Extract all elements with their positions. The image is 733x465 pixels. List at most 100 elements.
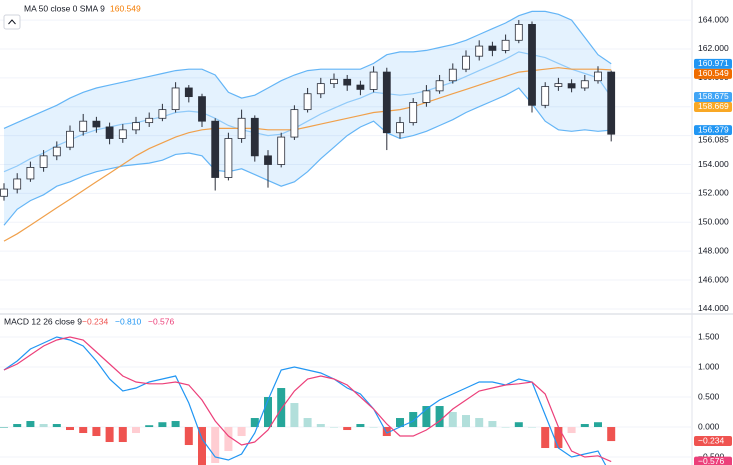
candle-body xyxy=(250,117,259,157)
candle-body xyxy=(52,146,61,157)
histogram-bar xyxy=(158,422,167,428)
candle-body xyxy=(0,188,8,197)
price-badge-label: 158.669 xyxy=(698,101,729,111)
candle-body xyxy=(554,83,563,87)
histogram-bar xyxy=(343,427,352,431)
y-tick-label: 1.500 xyxy=(698,331,720,341)
histogram-bar xyxy=(356,424,365,428)
histogram-bar xyxy=(528,427,536,428)
histogram-bar xyxy=(409,412,418,428)
histogram-bar xyxy=(145,425,154,428)
candle-body xyxy=(198,96,206,122)
price-badge xyxy=(694,91,732,102)
y-tick-label: 144.000 xyxy=(698,303,729,313)
candle-body xyxy=(237,117,246,139)
candle-body xyxy=(184,87,193,98)
price-badge-label: 158.675 xyxy=(698,91,729,101)
price-badge-label: 160.971 xyxy=(698,58,729,68)
histogram-bar xyxy=(277,388,286,428)
histogram-bar xyxy=(567,427,576,434)
candle-body xyxy=(594,71,602,82)
price-badge xyxy=(694,456,732,465)
legend-value: −0.234 xyxy=(82,316,109,326)
candle-body xyxy=(171,87,180,111)
candle-body xyxy=(396,122,404,134)
price-badge-label: 156.379 xyxy=(698,124,729,134)
histogram-bar xyxy=(422,406,431,428)
histogram-bar xyxy=(66,427,74,431)
candle-body xyxy=(145,117,154,124)
histogram-bar xyxy=(171,421,180,428)
price-badge xyxy=(694,68,732,79)
histogram-bar xyxy=(290,403,299,428)
candle-body xyxy=(356,84,365,90)
candle-body xyxy=(488,45,497,51)
histogram-bar xyxy=(554,427,563,449)
candle-body xyxy=(541,86,550,106)
candle-body xyxy=(448,68,457,82)
candle-body xyxy=(580,80,589,89)
indicator-line xyxy=(3,87,612,226)
candle-body xyxy=(224,138,233,178)
candle-body xyxy=(567,83,576,89)
histogram-bar xyxy=(501,427,510,428)
collapse-icon xyxy=(8,19,16,25)
price-badge-label: −0.234 xyxy=(698,435,725,445)
legend-title: MACD 12 26 close 9 xyxy=(4,316,82,326)
histogram-bar xyxy=(92,427,101,437)
price-badge-label: 156.085 xyxy=(698,134,729,144)
candle-body xyxy=(528,24,536,106)
candle-body xyxy=(277,136,286,165)
y-tick-label: 0.500 xyxy=(698,391,720,401)
histogram-bar xyxy=(435,406,444,428)
histogram-bar xyxy=(184,427,193,446)
price-badge xyxy=(694,101,732,112)
histogram-bar xyxy=(198,427,206,465)
y-tick-label: 1.000 xyxy=(698,361,720,371)
indicator-line xyxy=(3,336,612,463)
y-tick-label: 146.000 xyxy=(698,274,729,284)
histogram-bar xyxy=(396,418,404,428)
price-badge xyxy=(694,135,732,146)
candle-body xyxy=(132,122,140,131)
histogram-bar xyxy=(237,427,246,437)
histogram-bar xyxy=(79,427,88,434)
legend-value: 160.549 xyxy=(110,3,141,13)
collapse-button[interactable] xyxy=(3,14,21,30)
histogram-bar xyxy=(514,422,523,428)
y-tick-label: 152.000 xyxy=(698,188,729,198)
histogram-bar xyxy=(382,427,391,437)
y-tick-label: 164.000 xyxy=(698,14,729,24)
band-fill xyxy=(4,11,612,226)
legend-value: −0.810 xyxy=(115,316,142,326)
candle-body xyxy=(316,83,325,95)
histogram-bar xyxy=(541,427,550,449)
candle-body xyxy=(330,78,338,85)
histogram-bar xyxy=(369,427,378,428)
candle-body xyxy=(409,102,418,124)
candle-body xyxy=(514,24,523,41)
candle-body xyxy=(369,71,378,90)
candle-body xyxy=(105,126,114,139)
candle-body xyxy=(211,120,220,178)
indicator-line xyxy=(3,67,612,242)
histogram-bar xyxy=(39,424,48,428)
histogram-bar xyxy=(580,424,589,428)
candle-body xyxy=(92,120,101,128)
candle-body xyxy=(290,109,299,138)
candle-body xyxy=(422,90,431,103)
price-badge-label: −0.576 xyxy=(698,456,725,465)
y-tick-label: 0.000 xyxy=(698,421,720,431)
y-tick-label: 150.000 xyxy=(698,217,729,227)
histogram-bar xyxy=(607,427,616,442)
legend-title: MA 50 close 0 SMA 9 xyxy=(24,3,105,13)
histogram-bar xyxy=(330,427,338,428)
candle-body xyxy=(158,109,167,119)
histogram-bar xyxy=(224,427,233,452)
histogram-bar xyxy=(211,427,220,464)
candle-body xyxy=(79,120,88,132)
histogram-bar xyxy=(264,397,272,428)
overlay: 144.000 146.000 148.000 150.000 152.000 154.0… xyxy=(3,3,732,465)
y-tick-label: 162.000 xyxy=(698,43,729,53)
price-badge xyxy=(694,125,732,136)
